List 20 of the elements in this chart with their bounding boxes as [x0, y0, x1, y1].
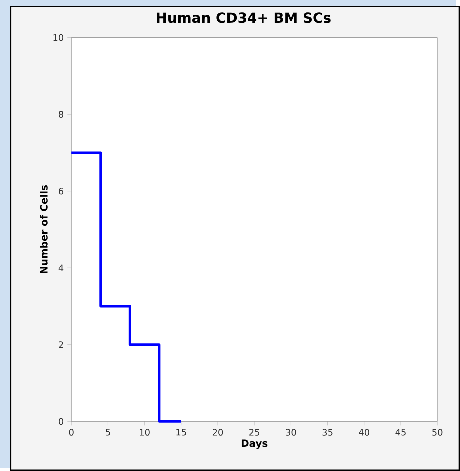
y-tick-label: 8: [59, 111, 64, 118]
y-axis-title: Number of Cells: [40, 185, 48, 274]
x-tick-label: 0: [69, 429, 74, 436]
x-tick-label: 20: [212, 429, 224, 436]
x-tick-label: 30: [286, 429, 296, 436]
x-tick-label: 15: [176, 429, 186, 436]
y-tick-label: 2: [59, 342, 64, 348]
x-tick-label: 10: [140, 429, 150, 436]
x-tick-label: 5: [106, 429, 110, 436]
x-tick-label: 50: [432, 429, 443, 436]
x-axis-title: Days: [242, 440, 268, 450]
x-tick-label: 40: [359, 429, 370, 436]
y-tick-label: 4: [58, 264, 64, 272]
x-tick-label: 25: [250, 429, 260, 436]
y-tick-label: 10: [54, 34, 64, 42]
chart-title: Human CD34+ BM SCs: [157, 12, 331, 24]
y-tick-label: 0: [58, 418, 64, 426]
x-tick-label: 35: [322, 429, 333, 436]
y-tick-label: 6: [59, 188, 64, 195]
x-tick-label: 45: [396, 429, 406, 436]
